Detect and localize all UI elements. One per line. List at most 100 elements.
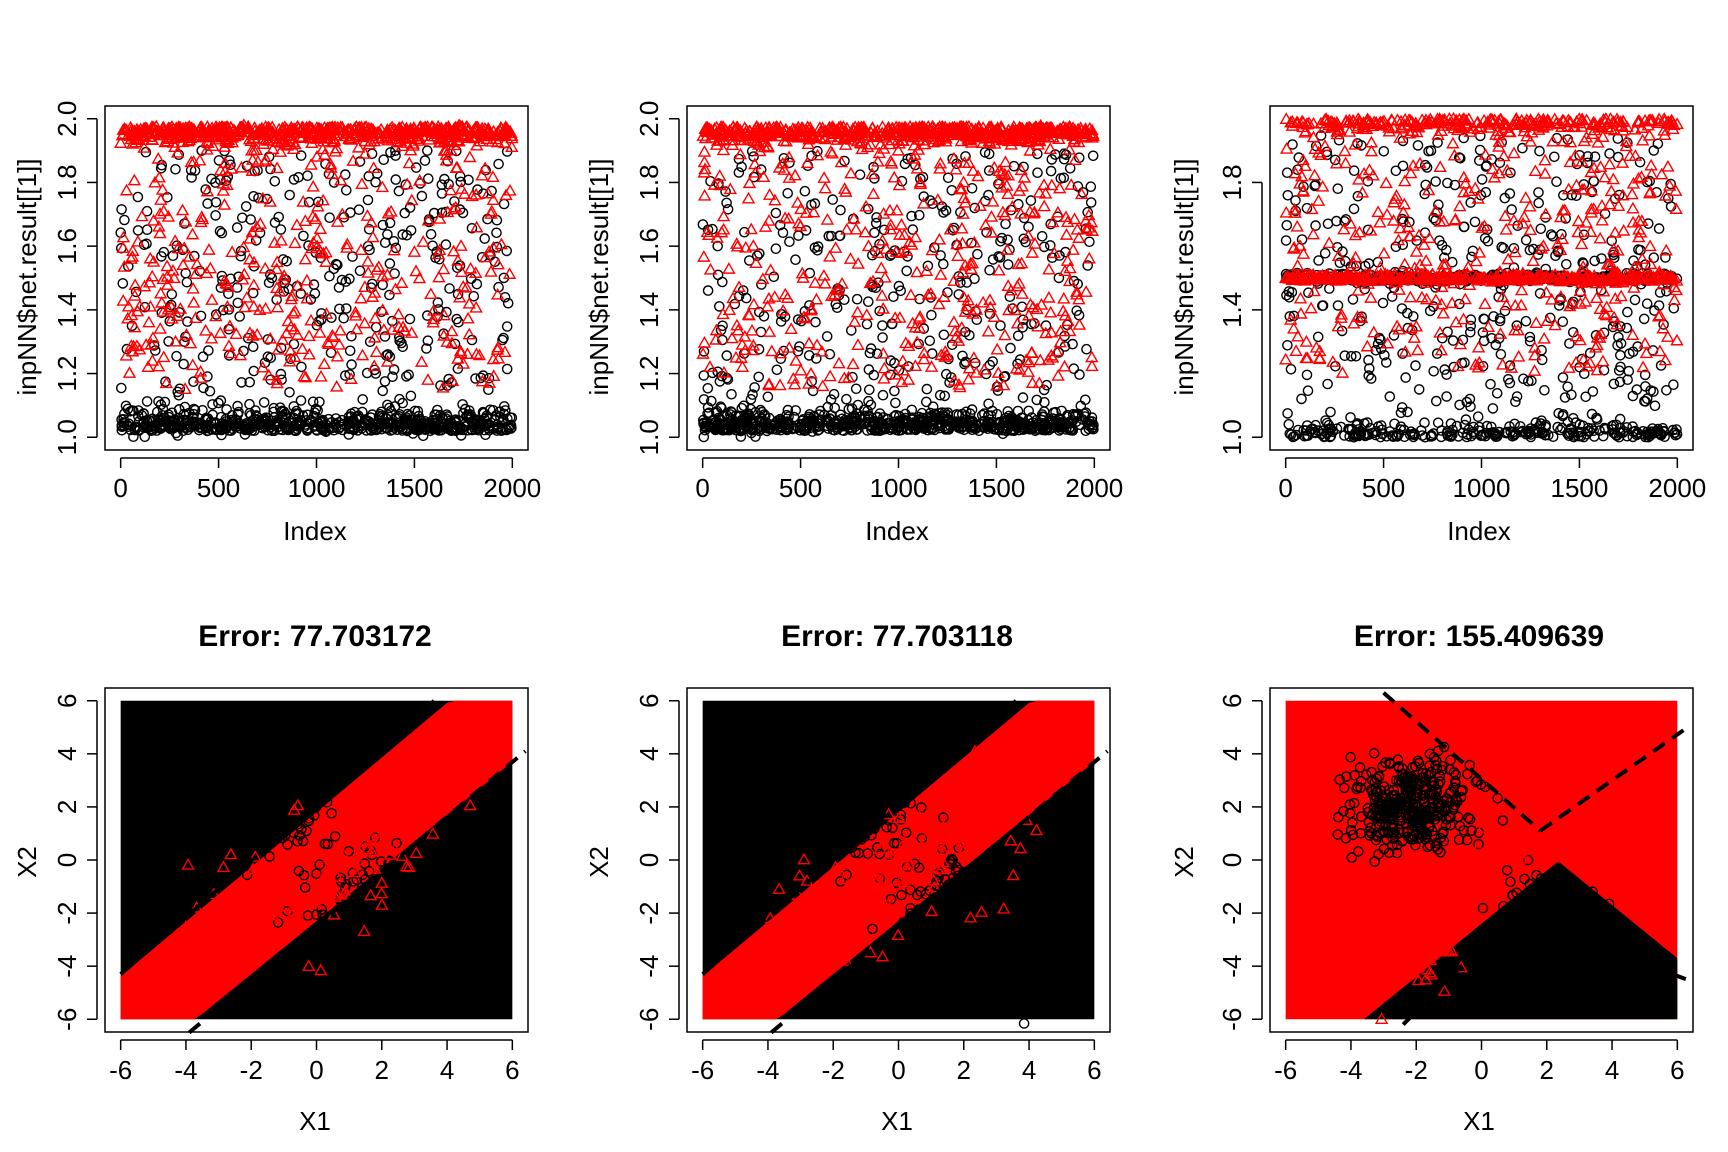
point-triangle: [1079, 285, 1093, 297]
point-circle: [1390, 241, 1402, 253]
point-triangle: [247, 299, 261, 312]
point-triangle: [804, 366, 818, 379]
point-circle: [275, 224, 287, 235]
point-circle: [1533, 187, 1544, 198]
point-circle: [440, 422, 452, 433]
point-triangle: [1028, 237, 1042, 249]
point-triangle: [236, 240, 251, 253]
point-triangle: [1059, 228, 1074, 240]
point-triangle: [475, 168, 489, 181]
point-circle: [479, 233, 491, 244]
x-tick-label: 1500: [385, 473, 443, 503]
point-triangle: [375, 269, 390, 282]
point-circle: [1084, 236, 1095, 248]
point-circle: [268, 402, 280, 414]
point-circle: [1349, 427, 1361, 439]
point-circle: [232, 297, 244, 309]
point-triangle: [213, 326, 228, 339]
point-triangle: [1032, 376, 1047, 389]
y-tick-label: 1.6: [634, 228, 664, 264]
point-triangle: [776, 156, 790, 169]
point-triangle: [445, 135, 459, 147]
point-circle: [1518, 373, 1529, 385]
point-circle: [1556, 422, 1568, 434]
point-triangle: [146, 255, 161, 267]
point-triangle: [716, 307, 730, 320]
point-triangle: [139, 338, 153, 350]
point-triangle: [161, 302, 175, 315]
point-circle: [291, 423, 303, 435]
point-circle: [869, 227, 880, 239]
point-triangle: [400, 177, 414, 190]
point-circle: [393, 185, 405, 197]
point-circle: [1301, 369, 1313, 381]
point-triangle: [1010, 127, 1025, 139]
y-tick-label: 2.0: [634, 101, 664, 137]
y-tick-label: 1.4: [634, 292, 664, 328]
point-circle: [812, 145, 823, 157]
point-circle: [1479, 313, 1490, 325]
point-triangle: [995, 130, 1009, 143]
point-triangle: [1032, 185, 1047, 198]
point-triangle: [1014, 256, 1029, 269]
point-circle: [1587, 386, 1599, 397]
point-circle: [1381, 357, 1392, 368]
point-triangle: [187, 295, 201, 308]
point-circle: [449, 338, 461, 350]
point-circle: [1412, 140, 1424, 151]
point-triangle: [748, 165, 763, 178]
point-triangle: [996, 378, 1011, 391]
point-circle: [1589, 151, 1601, 162]
point-circle: [195, 310, 207, 322]
point-circle: [402, 408, 413, 420]
point-circle: [756, 279, 767, 290]
point-circle: [269, 417, 281, 429]
point-triangle: [962, 361, 977, 374]
point-triangle: [951, 334, 966, 346]
point-circle: [984, 264, 995, 276]
point-circle: [1623, 365, 1635, 377]
point-triangle: [892, 178, 906, 191]
point-triangle: [178, 382, 192, 394]
point-triangle: [346, 154, 360, 166]
point-triangle: [290, 279, 305, 291]
point-circle: [404, 202, 416, 213]
point-circle: [1038, 241, 1050, 253]
point-triangle: [910, 161, 925, 174]
point-circle: [964, 408, 976, 420]
point-circle: [852, 424, 863, 435]
point-circle: [1060, 246, 1071, 258]
point-circle: [217, 304, 229, 316]
point-triangle: [240, 125, 254, 138]
point-circle: [1005, 342, 1016, 354]
point-triangle: [887, 170, 901, 183]
point-triangle: [262, 120, 276, 133]
point-circle: [1379, 349, 1390, 361]
point-circle: [471, 419, 483, 430]
point-triangle: [216, 183, 230, 196]
point-circle: [1002, 259, 1014, 270]
point-circle: [1045, 165, 1057, 177]
point-circle: [1521, 428, 1532, 440]
point-triangle: [250, 220, 264, 233]
point-circle: [1024, 423, 1035, 435]
point-triangle: [1046, 215, 1060, 228]
point-circle: [1409, 429, 1420, 441]
point-circle: [1523, 375, 1534, 387]
point-circle: [830, 298, 842, 310]
point-circle: [501, 363, 513, 375]
series-circles: [697, 145, 1099, 443]
point-circle: [792, 345, 804, 357]
point-circle: [393, 331, 405, 343]
point-triangle: [367, 359, 381, 372]
point-triangle: [223, 319, 237, 332]
point-circle: [1648, 145, 1660, 156]
point-triangle: [760, 299, 775, 312]
point-circle: [700, 421, 712, 432]
point-triangle: [1068, 123, 1082, 136]
point-triangle: [270, 262, 284, 275]
point-circle: [921, 383, 933, 395]
point-triangle: [1022, 121, 1037, 133]
point-circle: [1645, 426, 1657, 438]
point-triangle: [132, 342, 147, 355]
